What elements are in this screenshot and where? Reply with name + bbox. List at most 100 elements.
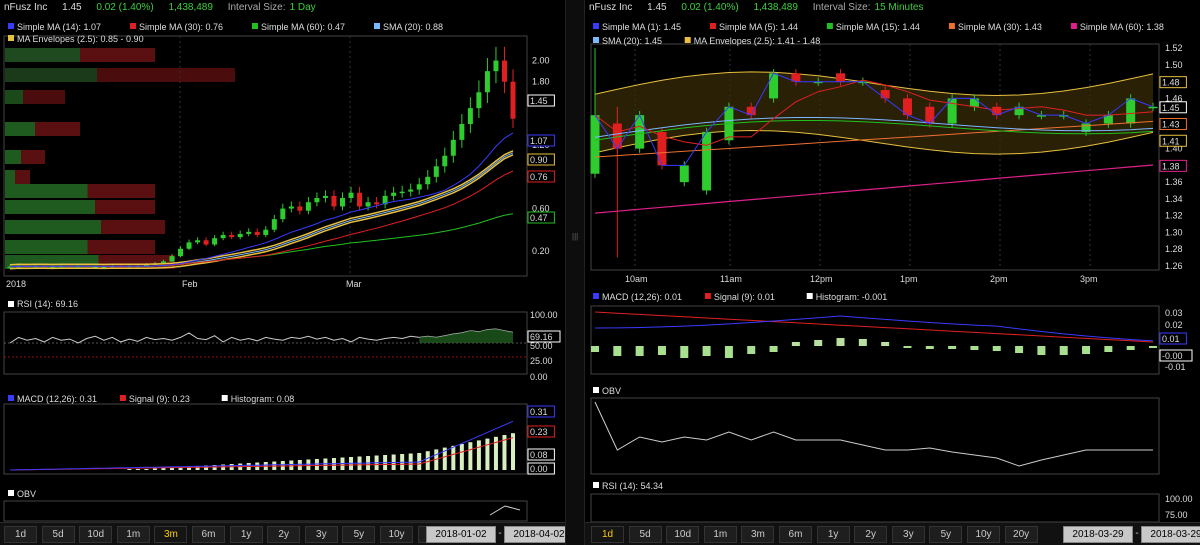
daily-macd-legend-label-0: MACD (12,26): 0.31 xyxy=(17,394,97,404)
daily-volume-profile-up-5 xyxy=(5,170,15,184)
intraday-envelope-upper xyxy=(594,71,1154,97)
daily-date-to[interactable]: 2018-04-02 xyxy=(504,526,565,543)
intraday-legend-label-0: Simple MA (1): 1.45 xyxy=(602,22,681,32)
intraday-candle-4 xyxy=(679,165,689,183)
intraday-macd-hist-22 xyxy=(1082,346,1091,354)
daily-candle-18 xyxy=(160,261,166,264)
daily-legend-2-label-0: MA Envelopes (2.5): 0.85 - 0.90 xyxy=(17,34,144,44)
daily-y-tick-5: 0.20 xyxy=(532,246,550,256)
daily-rsi-value: 69.16 xyxy=(530,332,553,342)
intraday-range-6m[interactable]: 6m xyxy=(779,526,812,543)
intraday-macd-hist-23 xyxy=(1104,346,1113,352)
daily-legend-label-3: SMA (20): 0.88 xyxy=(383,22,443,32)
daily-candle-5 xyxy=(50,266,56,269)
daily-candle-53 xyxy=(459,124,465,140)
daily-range-1m[interactable]: 1m xyxy=(116,526,150,543)
daily-price-label-2: 0.90 xyxy=(530,155,548,165)
daily-legend-swatch-0 xyxy=(8,23,14,29)
intraday-chart-svg[interactable]: Simple MA (1): 1.45 Simple MA (5): 1.44 Si… xyxy=(585,0,1200,522)
intraday-range-1d[interactable]: 1d xyxy=(591,526,624,543)
daily-candle-27 xyxy=(237,233,243,238)
daily-date-separator: - xyxy=(498,528,502,539)
daily-candle-48 xyxy=(416,184,422,190)
intraday-macd-tick-2: -0.01 xyxy=(1165,362,1186,372)
daily-macd-hist-21 xyxy=(187,466,192,470)
intraday-candle-10 xyxy=(813,81,823,84)
daily-rsi-tick-3: 0.00 xyxy=(530,372,548,382)
daily-candle-45 xyxy=(391,192,397,196)
daily-range-3y[interactable]: 3y xyxy=(304,526,338,543)
intraday-range-10d[interactable]: 10d xyxy=(666,526,700,543)
intraday-candle-16 xyxy=(947,98,957,124)
intraday-y-tick-7: 1.30 xyxy=(1165,227,1183,237)
daily-macd-hist-59 xyxy=(511,433,515,470)
intraday-macd-hist-2 xyxy=(635,346,644,356)
intraday-legend-swatch-4 xyxy=(1070,23,1077,29)
intraday-sma20 xyxy=(594,117,1154,138)
daily-chart-svg[interactable]: Simple MA (14): 1.07 Simple MA (30): 0.76… xyxy=(0,0,565,522)
last-price: 1.45 xyxy=(62,2,82,13)
daily-candle-23 xyxy=(203,240,209,245)
daily-range-5y[interactable]: 5y xyxy=(342,526,376,543)
intraday-range-10y[interactable]: 10y xyxy=(967,526,1000,543)
daily-range-5d[interactable]: 5d xyxy=(41,526,75,543)
daily-range-10d[interactable]: 10d xyxy=(79,526,113,543)
daily-macd-value-3: 0.00 xyxy=(530,464,548,474)
intraday-price-label-3: 1.41 xyxy=(1162,136,1180,146)
intraday-signal-line xyxy=(594,311,1154,343)
intraday-x-tick-4: 2pm xyxy=(990,274,1008,284)
daily-volume-profile-up-1 xyxy=(5,68,97,82)
daily-macd-legend-swatch-2 xyxy=(221,395,228,401)
intraday-macd-tick-0: 0.03 xyxy=(1165,308,1183,318)
intraday-x-tick-2: 12pm xyxy=(810,274,833,284)
daily-macd-hist-36 xyxy=(314,459,319,470)
intraday-date-separator: - xyxy=(1135,528,1139,539)
intraday-header: nFusz Inc 1.45 0.02 (1.40%) 1,438,489 In… xyxy=(589,2,935,16)
intraday-macd-hist-8 xyxy=(769,346,778,352)
daily-rsi-tick-0: 100.00 xyxy=(530,310,558,320)
intraday-range-3m[interactable]: 3m xyxy=(741,526,775,543)
intraday-rsi-tick-0: 100.00 xyxy=(1165,494,1193,504)
daily-candle-44 xyxy=(382,195,388,205)
intraday-range-1y[interactable]: 1y xyxy=(816,526,850,543)
intraday-obv-panel xyxy=(590,397,1160,475)
intraday-legend-swatch-1 xyxy=(709,23,716,29)
daily-macd-legend-label-1: Signal (9): 0.23 xyxy=(129,394,190,404)
daily-macd-hist-49 xyxy=(425,451,430,470)
daily-candle-19 xyxy=(169,256,175,262)
daily-range-toolbar: 1d5d10d1m3m6m1y2y3y5y10y20y2018-01-02-20… xyxy=(0,522,565,545)
intraday-date-to[interactable]: 2018-03-29 xyxy=(1141,526,1200,543)
intraday-candle-18 xyxy=(992,106,1002,116)
intraday-date-from[interactable]: 2018-03-29 xyxy=(1063,526,1133,543)
daily-range-1d[interactable]: 1d xyxy=(4,526,37,543)
daily-macd-hist-24 xyxy=(212,465,217,470)
pane-splitter[interactable]: ||| xyxy=(565,0,585,545)
intraday-range-2y[interactable]: 2y xyxy=(854,526,888,543)
intraday-y-tick-8: 1.28 xyxy=(1165,244,1183,254)
daily-macd-hist-33 xyxy=(289,460,294,470)
intraday-range-20y[interactable]: 20y xyxy=(1004,526,1038,543)
intraday-range-5d[interactable]: 5d xyxy=(628,526,662,543)
daily-range-1y[interactable]: 1y xyxy=(229,526,263,543)
intraday-sma60 xyxy=(594,164,1154,214)
intraday-range-3y[interactable]: 3y xyxy=(891,526,925,543)
daily-macd-hist-57 xyxy=(493,436,498,470)
daily-range-10y[interactable]: 10y xyxy=(380,526,413,543)
daily-date-from[interactable]: 2018-01-02 xyxy=(426,526,496,543)
intraday-candle-5 xyxy=(702,131,712,191)
intraday-macd-hist-7 xyxy=(747,346,756,354)
intraday-x-tick-5: 3pm xyxy=(1080,274,1098,284)
intraday-macd-hist-18 xyxy=(992,346,1001,351)
daily-range-2y[interactable]: 2y xyxy=(267,526,301,543)
daily-macd-value-0: 0.31 xyxy=(530,407,548,417)
splitter-grip-icon[interactable]: ||| xyxy=(572,232,579,241)
intraday-range-5y[interactable]: 5y xyxy=(929,526,963,543)
daily-range-6m[interactable]: 6m xyxy=(192,526,225,543)
daily-price-label-5-box xyxy=(527,211,555,224)
daily-range-3m[interactable]: 3m xyxy=(154,526,188,543)
intraday-legend-label-3: Simple MA (30): 1.43 xyxy=(958,22,1042,32)
intraday-obv-label: OBV xyxy=(602,386,621,396)
intraday-candle-3 xyxy=(657,131,667,166)
intraday-legend-2-swatch-1 xyxy=(684,37,691,43)
intraday-range-1m[interactable]: 1m xyxy=(703,526,737,543)
